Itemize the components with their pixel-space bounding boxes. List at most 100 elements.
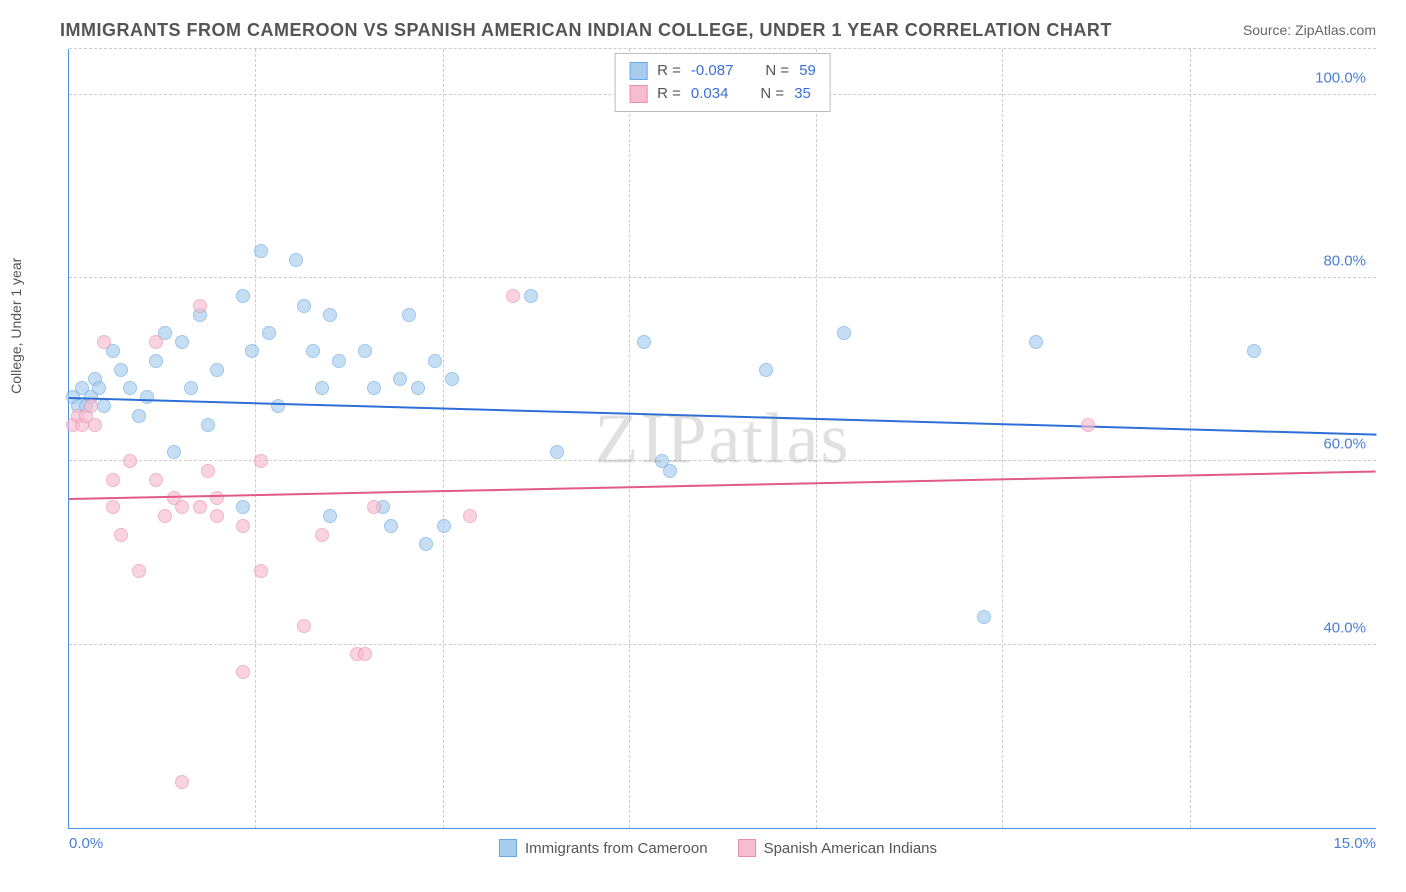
series-legend: Immigrants from Cameroon Spanish America…: [499, 839, 937, 857]
data-point: [201, 464, 215, 478]
data-point: [297, 619, 311, 633]
data-point: [367, 381, 381, 395]
data-point: [550, 445, 564, 459]
data-point: [315, 381, 329, 395]
data-point: [97, 399, 111, 413]
legend-row-0: R = -0.087 N = 59: [629, 60, 816, 83]
data-point: [437, 519, 451, 533]
plot-region: ZIPatlas R = -0.087 N = 59 R = 0.034 N =…: [68, 49, 1376, 829]
data-point: [175, 500, 189, 514]
chart-area: College, Under 1 year ZIPatlas R = -0.08…: [60, 49, 1376, 859]
data-point: [1247, 344, 1261, 358]
vgridline: [255, 49, 256, 828]
data-point: [210, 363, 224, 377]
data-point: [524, 289, 538, 303]
vgridline: [443, 49, 444, 828]
y-axis-label: College, Under 1 year: [8, 258, 24, 394]
vgridline: [816, 49, 817, 828]
data-point: [1029, 335, 1043, 349]
legend-item-0: Immigrants from Cameroon: [499, 839, 708, 857]
data-point: [254, 244, 268, 258]
data-point: [158, 509, 172, 523]
y-tick-label: 40.0%: [1323, 619, 1366, 636]
data-point: [236, 519, 250, 533]
data-point: [837, 326, 851, 340]
data-point: [1081, 418, 1095, 432]
data-point: [323, 509, 337, 523]
x-tick-label: 0.0%: [69, 835, 103, 852]
data-point: [149, 335, 163, 349]
legend-bottom-label-0: Immigrants from Cameroon: [525, 840, 708, 857]
data-point: [84, 399, 98, 413]
watermark: ZIPatlas: [595, 397, 851, 480]
data-point: [367, 500, 381, 514]
data-point: [167, 445, 181, 459]
data-point: [184, 381, 198, 395]
data-point: [245, 344, 259, 358]
vgridline: [1002, 49, 1003, 828]
data-point: [149, 354, 163, 368]
r-value-0: -0.087: [691, 60, 734, 83]
data-point: [140, 390, 154, 404]
data-point: [445, 372, 459, 386]
data-point: [193, 500, 207, 514]
gridline: [69, 277, 1376, 278]
data-point: [977, 610, 991, 624]
y-tick-label: 100.0%: [1315, 69, 1366, 86]
data-point: [297, 299, 311, 313]
data-point: [210, 509, 224, 523]
x-tick-label: 15.0%: [1333, 835, 1376, 852]
data-point: [402, 308, 416, 322]
data-point: [114, 363, 128, 377]
data-point: [175, 775, 189, 789]
data-point: [210, 491, 224, 505]
data-point: [123, 381, 137, 395]
data-point: [637, 335, 651, 349]
data-point: [201, 418, 215, 432]
source-prefix: Source:: [1243, 22, 1295, 38]
data-point: [289, 253, 303, 267]
n-prefix: N =: [760, 83, 784, 106]
vgridline: [629, 49, 630, 828]
n-value-0: 59: [799, 60, 816, 83]
data-point: [411, 381, 425, 395]
r-value-1: 0.034: [691, 83, 729, 106]
data-point: [193, 299, 207, 313]
data-point: [663, 464, 677, 478]
data-point: [463, 509, 477, 523]
source-name: ZipAtlas.com: [1295, 22, 1376, 38]
legend-bottom-swatch-0: [499, 839, 517, 857]
data-point: [393, 372, 407, 386]
data-point: [97, 335, 111, 349]
chart-title: IMMIGRANTS FROM CAMEROON VS SPANISH AMER…: [60, 20, 1376, 41]
data-point: [428, 354, 442, 368]
y-tick-label: 80.0%: [1323, 253, 1366, 270]
data-point: [506, 289, 520, 303]
gridline: [69, 644, 1376, 645]
legend-bottom-swatch-1: [738, 839, 756, 857]
data-point: [175, 335, 189, 349]
source-attribution: Source: ZipAtlas.com: [1243, 22, 1376, 38]
data-point: [759, 363, 773, 377]
data-point: [114, 528, 128, 542]
data-point: [254, 564, 268, 578]
correlation-legend: R = -0.087 N = 59 R = 0.034 N = 35: [614, 53, 831, 112]
legend-row-1: R = 0.034 N = 35: [629, 83, 816, 106]
legend-bottom-label-1: Spanish American Indians: [764, 840, 937, 857]
vgridline: [1190, 49, 1191, 828]
legend-swatch-0: [629, 62, 647, 80]
r-prefix: R =: [657, 83, 681, 106]
data-point: [315, 528, 329, 542]
data-point: [271, 399, 285, 413]
data-point: [384, 519, 398, 533]
data-point: [132, 409, 146, 423]
data-point: [323, 308, 337, 322]
data-point: [236, 289, 250, 303]
data-point: [106, 500, 120, 514]
legend-swatch-1: [629, 85, 647, 103]
data-point: [419, 537, 433, 551]
data-point: [92, 381, 106, 395]
data-point: [358, 647, 372, 661]
trend-line: [69, 397, 1376, 436]
chart-container: IMMIGRANTS FROM CAMEROON VS SPANISH AMER…: [0, 0, 1406, 892]
